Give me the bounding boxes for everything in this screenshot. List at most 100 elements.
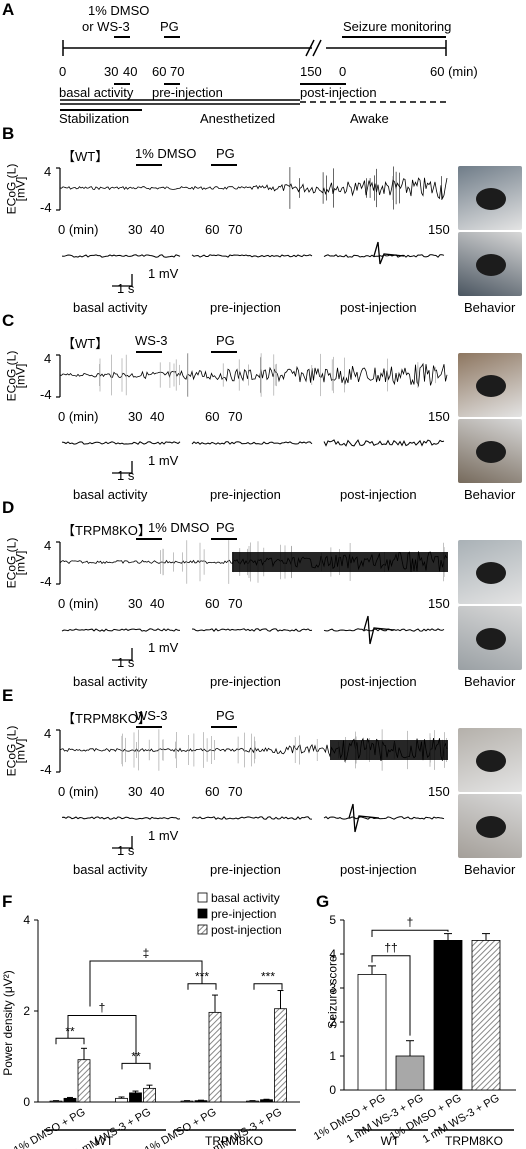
f-y-tick-label: 0 [23,1095,30,1109]
mouse-shape [476,188,506,210]
dense-activity [330,740,448,760]
spike-waveform [348,803,380,833]
mouse-shape [476,816,506,838]
significance-bracket [67,1015,137,1064]
f-ylabel: Power density (μV²) [0,970,15,1076]
segment-basal: basal activity [73,674,148,689]
behavior-photo-bottom [458,232,522,296]
drug-label: 1% DMSO [135,146,197,161]
panel-label-b: B [2,124,15,143]
behavior-photo-bottom [458,606,522,670]
x-tick-label: 40 [150,222,165,237]
group-label-ko: TRPM8KO [445,1134,503,1148]
phase-post: post-injection [300,85,377,100]
y-bottom-label: -4 [40,200,52,215]
bar-basal-activity [115,1097,128,1103]
genotype-label: 【TRPM8KO】 [62,711,151,726]
state-anesthetized: Anesthetized [200,111,276,126]
bar-basal-activity [246,1100,259,1103]
segment-basal: basal activity [73,487,148,502]
g-ylabel: Seizure score [325,955,340,1029]
behavior-photo-top [458,166,522,230]
ws3-label: or WS-3 [82,19,130,34]
legend-swatch [197,924,208,935]
tick-40: 40 [123,64,138,79]
phase-pre: pre-injection [152,85,223,100]
scale-s-label: 1 s [117,655,135,670]
pg-label: PG [216,708,235,723]
g-y-tick-label: 0 [329,1083,336,1097]
x-tick-label: 30 [128,596,143,611]
significance-label: *** [261,970,275,984]
segment-trace [61,254,181,258]
spike-waveform [363,615,395,645]
x-tick-label: 70 [228,596,243,611]
segment-post: post-injection [340,674,417,689]
state-awake: Awake [350,111,389,126]
y-top-label: 4 [44,538,52,553]
score-bar [357,974,387,1091]
scale-s-label: 1 s [117,281,135,296]
x-start-label: 0 (min) [58,784,99,799]
scale-bar [112,836,133,849]
scale-bar [112,274,133,287]
segment-trace [61,628,181,632]
spike-waveform [373,241,405,265]
segment-pre: pre-injection [210,862,281,877]
timeline-axis [60,36,447,111]
behavior-label: Behavior [464,487,516,502]
ecog-trace-svg [56,538,448,661]
pg-label: PG [216,520,235,535]
behavior-photo-bottom [458,794,522,858]
segment-trace [61,441,181,445]
tick-0b: 0 [339,64,347,79]
significance-bracket [371,929,449,937]
bar-post-injection [77,1059,91,1103]
pg-label-a: PG [160,19,179,34]
behavior-label: Behavior [464,300,516,315]
tick-0: 0 [59,64,67,79]
behavior-label: Behavior [464,862,516,877]
dmso-label: 1% DMSO [88,3,150,18]
bar-post-injection [143,1087,156,1103]
genotype-label: 【WT】 [62,149,109,164]
segment-trace [191,441,313,445]
mouse-shape [476,441,506,463]
x-tick-label: 30 [128,222,143,237]
significance-bracket [121,1062,151,1070]
segment-basal: basal activity [73,300,148,315]
x-tick-label: 150 [428,596,450,611]
score-bar [433,940,463,1091]
score-bar [471,940,501,1091]
f-y-tick-label: 4 [23,913,30,927]
x-start-label: 0 (min) [58,596,99,611]
ecog-trace-svg [56,351,448,474]
tick-70: 70 [170,64,185,79]
ecog-trace [59,177,448,201]
group-label-wt: WT [95,1134,114,1148]
drug-label: WS-3 [135,333,168,348]
mouse-shape [476,562,506,584]
drug-label: 1% DMSO [148,520,210,535]
drug-label: WS-3 [135,708,168,723]
behavior-photo-top [458,540,522,604]
x-tick-label: 150 [428,222,450,237]
behavior-label: Behavior [464,674,516,689]
bar-pre-injection [63,1097,77,1103]
y-bottom-label: -4 [40,387,52,402]
panel-label-c: C [2,311,15,330]
scale-bar [112,461,133,474]
tick-60: 60 [152,64,167,79]
legend-label: basal activity [211,891,280,905]
group-label-wt: WT [381,1134,400,1148]
f-category-label: 1% DMSO + PG [12,1106,88,1149]
segment-trace [323,816,445,820]
segment-pre: pre-injection [210,300,281,315]
state-stabilization: Stabilization [59,111,130,126]
x-tick-label: 150 [428,784,450,799]
x-tick-label: 60 [205,409,220,424]
g-y-tick-label: 4 [329,947,336,961]
segment-pre: pre-injection [210,487,281,502]
tick-30: 30 [104,64,119,79]
